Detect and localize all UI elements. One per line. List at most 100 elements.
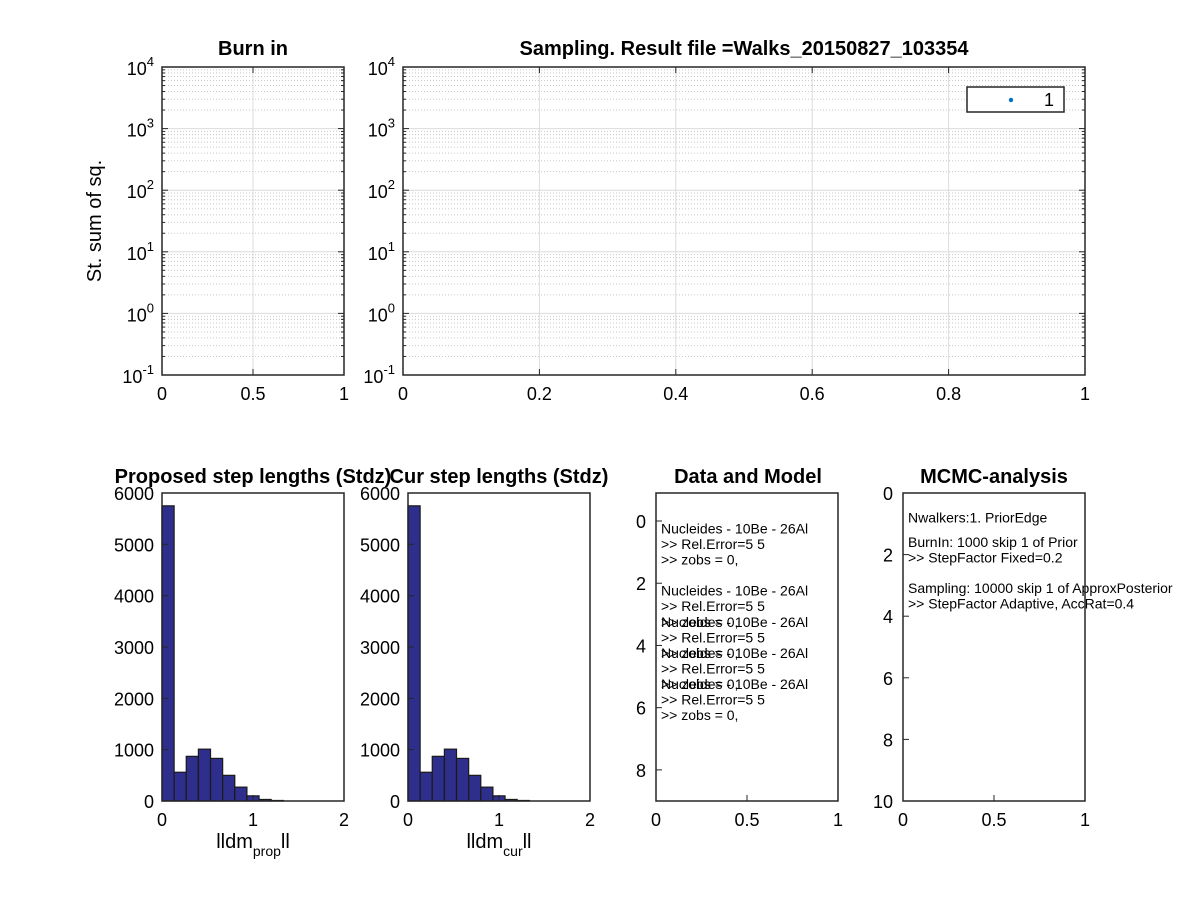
x-label-main: lldm: [216, 831, 253, 853]
mcmc-text: Nwalkers:1. PriorEdge BurnIn: 1000 skip 1…: [908, 509, 1173, 611]
x-tick-label: 1: [494, 810, 504, 830]
y-tick-base: 10: [127, 59, 147, 79]
y-tick-label: 4000: [114, 587, 154, 607]
y-tick-exponent: 4: [388, 54, 395, 69]
y-tick-label: 3000: [114, 638, 154, 658]
annotation-text-line: Nucleides - 10Be - 26Al: [661, 645, 808, 661]
y-tick-exponent: 0: [388, 300, 395, 315]
annotation-text-line: Nwalkers:1. PriorEdge: [908, 509, 1047, 525]
x-tick-label: 0.4: [663, 384, 688, 404]
current-plot-area: [408, 493, 590, 801]
y-tick-exponent: 0: [147, 300, 154, 315]
x-tick-label: 0: [651, 810, 661, 830]
y-tick-label: 104: [127, 54, 154, 79]
y-tick-base: 10: [127, 121, 147, 141]
x-tick-label: 1: [248, 810, 258, 830]
y-tick-base: 10: [127, 244, 147, 264]
y-tick-label: 8: [883, 730, 893, 750]
y-tick-label: 8: [636, 761, 646, 781]
annotation-text-line: >> Rel.Error=5 5: [661, 598, 765, 614]
sampling-grid: [403, 67, 1085, 375]
sampling-title: Sampling. Result file =Walks_20150827_10…: [520, 38, 970, 60]
y-tick-label: 102: [127, 177, 154, 202]
annotation-text-line: >> Rel.Error=5 5: [661, 536, 765, 552]
annotation-text-line: Nucleides - 10Be - 26Al: [661, 583, 808, 599]
data-model-title: Data and Model: [674, 466, 822, 488]
proposed-ticks: 0 1 2 0 1000 2000 3000 4000 5000 6000: [114, 484, 349, 830]
y-tick-label: 6: [883, 669, 893, 689]
y-tick-base: 10: [368, 59, 388, 79]
legend-marker: [1008, 97, 1014, 103]
x-tick-label: 0: [398, 384, 408, 404]
data-model-ticks: 0 0.5 1 0 2 4 6 8: [636, 512, 843, 830]
sampling-plot-area: [403, 67, 1085, 375]
y-tick-label: 10-1: [122, 362, 154, 387]
annotation-text-line: >> zobs = 0,: [661, 676, 738, 692]
legend-entry-label: 1: [1044, 90, 1054, 110]
y-tick-exponent: 4: [147, 54, 154, 69]
x-tick-label: 2: [585, 810, 595, 830]
annotation-text-line: >> Rel.Error=5 5: [661, 660, 765, 676]
proposed-step-lengths-axes: 0 1 2 0 1000 2000 3000 4000 5000 6000 Proposed st…: [114, 466, 391, 859]
y-tick-label: 100: [368, 300, 395, 325]
x-tick-label: 0.5: [240, 384, 265, 404]
current-ticks: 0 1 2 0 1000 2000 3000 4000 5000 6000: [360, 484, 595, 830]
sampling-frame: [402, 66, 1086, 376]
annotation-text-line: >> Rel.Error=5 5: [661, 692, 765, 708]
proposed-title: Proposed step lengths (Stdz): [115, 466, 392, 488]
y-tick-label: 5000: [360, 535, 400, 555]
histogram-bar: [443, 748, 458, 802]
x-tick-label: 0.5: [981, 810, 1006, 830]
y-tick-label: 10: [873, 792, 893, 812]
y-tick-label: 4: [636, 636, 646, 656]
y-tick-label: 4: [883, 607, 893, 627]
x-tick-label: 1: [339, 384, 349, 404]
burn-in-title: Burn in: [218, 38, 288, 60]
current-bars: [407, 505, 530, 802]
current-title: Cur step lengths (Stdz): [390, 466, 609, 488]
y-tick-exponent: 1: [388, 239, 395, 254]
x-label-end: ll: [523, 831, 532, 853]
annotation-text-line: >> Rel.Error=5 5: [661, 629, 765, 645]
histogram-bar: [431, 755, 445, 802]
y-tick-label: 2: [883, 546, 893, 566]
y-tick-label: 104: [368, 54, 395, 79]
x-tick-label: 0: [157, 810, 167, 830]
annotation-text-line: >> zobs = 0,: [661, 552, 738, 568]
data-model-text: Nucleides - 10Be - 26Al>> Rel.Error=5 5>…: [661, 520, 808, 723]
y-tick-base: 10: [363, 367, 383, 387]
y-tick-label: 6000: [114, 484, 154, 504]
current-x-axis-label: lldmcurll: [466, 831, 531, 859]
y-tick-exponent: 2: [147, 177, 154, 192]
y-tick-label: 103: [127, 116, 154, 141]
y-tick-label: 2000: [360, 689, 400, 709]
mcmc-analysis-axes: Nwalkers:1. PriorEdge BurnIn: 1000 skip 1…: [873, 466, 1173, 830]
legend-box: [966, 86, 1065, 113]
histogram-bar: [197, 748, 212, 802]
y-tick-base: 10: [127, 182, 147, 202]
y-tick-label: 1000: [114, 741, 154, 761]
y-tick-label: 102: [368, 177, 395, 202]
histogram-bar: [185, 755, 199, 802]
x-tick-label: 0.5: [734, 810, 759, 830]
y-tick-exponent: -1: [383, 362, 395, 377]
y-tick-label: 4000: [360, 587, 400, 607]
histogram-bar: [209, 757, 224, 802]
annotation-text-line: >> StepFactor Fixed=0.2: [908, 549, 1063, 565]
annotation-text-line: >> StepFactor Adaptive, AccRat=0.4: [908, 596, 1134, 612]
y-tick-label: 2000: [114, 689, 154, 709]
proposed-plot-area: [162, 493, 344, 801]
annotation-text-line: Nucleides - 10Be - 26Al: [661, 520, 808, 536]
current-step-lengths-axes: 0 1 2 0 1000 2000 3000 4000 5000 6000 Cur step le…: [360, 466, 608, 859]
annotation-text-line: BurnIn: 1000 skip 1 of Prior: [908, 534, 1078, 550]
y-tick-label: 0: [390, 792, 400, 812]
y-tick-label: 100: [127, 300, 154, 325]
annotation-text-line: >> zobs = 0,: [661, 614, 738, 630]
histogram-bar: [480, 786, 494, 802]
y-tick-label: 1000: [360, 741, 400, 761]
sampling-legend[interactable]: 1: [966, 86, 1065, 113]
y-tick-base: 10: [122, 367, 142, 387]
